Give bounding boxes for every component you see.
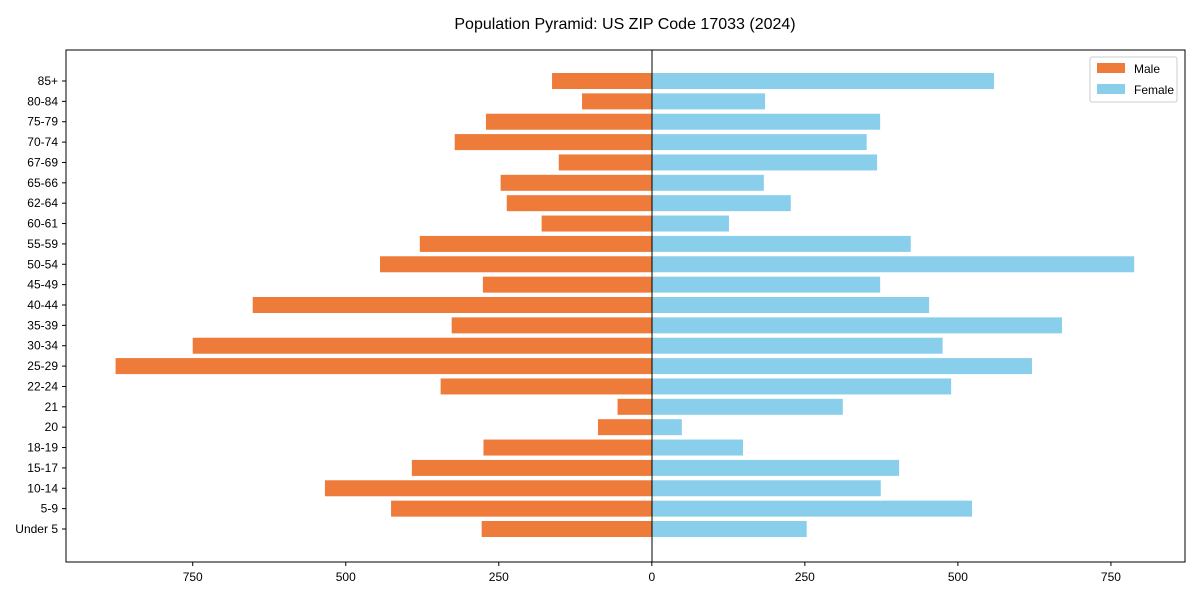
bar-female-55-59 xyxy=(651,235,911,252)
y-tick-label: 25-29 xyxy=(27,359,58,373)
y-tick-label: 40-44 xyxy=(27,298,58,312)
y-tick-label: 22-24 xyxy=(27,379,58,393)
bar-female-30-34 xyxy=(651,337,943,354)
bar-male-75-79 xyxy=(485,113,652,130)
bar-male-60-61 xyxy=(541,215,652,232)
y-tick-label: 20 xyxy=(45,420,59,434)
x-tick-label: 750 xyxy=(1101,570,1121,584)
y-tick-label: 80-84 xyxy=(27,94,58,108)
bar-female-10-14 xyxy=(651,480,881,497)
y-tick-label: 18-19 xyxy=(27,441,58,455)
y-tick-label: 55-59 xyxy=(27,237,58,251)
bar-female-45-49 xyxy=(651,276,881,293)
bar-female-20 xyxy=(651,419,682,436)
y-tick-label: Under 5 xyxy=(15,522,58,536)
x-tick-label: 250 xyxy=(795,570,815,584)
bar-male-85+ xyxy=(552,73,652,89)
bar-male-50-54 xyxy=(380,256,652,273)
y-tick-label: 85+ xyxy=(38,74,58,88)
bar-male-55-59 xyxy=(419,235,652,252)
bar-female-5-9 xyxy=(651,500,972,517)
legend: Male Female xyxy=(1089,56,1178,103)
bar-male-80-84 xyxy=(582,93,652,110)
y-tick-label: 35-39 xyxy=(27,318,58,332)
bar-male-Under 5 xyxy=(481,521,652,537)
y-tick-label: 60-61 xyxy=(27,217,58,231)
x-tick-label: 500 xyxy=(948,570,968,584)
y-tick-label: 10-14 xyxy=(27,481,58,495)
legend-label-male: Male xyxy=(1134,62,1160,76)
bar-female-Under 5 xyxy=(651,521,807,537)
bar-male-22-24 xyxy=(440,378,652,395)
x-tick-label: 250 xyxy=(489,570,509,584)
bar-female-40-44 xyxy=(651,297,930,313)
bar-female-18-19 xyxy=(651,439,744,456)
bar-male-25-29 xyxy=(115,358,652,375)
y-tick-label: 67-69 xyxy=(27,155,58,169)
legend-swatch-female xyxy=(1097,84,1125,94)
bar-female-67-69 xyxy=(651,154,878,171)
y-tick-label: 65-66 xyxy=(27,176,58,190)
plot-frame xyxy=(65,49,1186,563)
bar-male-62-64 xyxy=(506,195,652,212)
bar-female-75-79 xyxy=(651,113,881,130)
legend-label-female: Female xyxy=(1134,83,1174,97)
bar-female-80-84 xyxy=(651,93,766,110)
bar-male-35-39 xyxy=(451,317,652,334)
bar-male-18-19 xyxy=(483,439,652,456)
bar-female-62-64 xyxy=(651,195,791,212)
chart-title: Population Pyramid: US ZIP Code 17033 (2… xyxy=(454,16,795,33)
bar-female-22-24 xyxy=(651,378,952,395)
y-tick-label: 50-54 xyxy=(27,257,58,271)
bar-female-21 xyxy=(651,398,843,415)
bar-male-65-66 xyxy=(500,174,652,191)
bar-male-21 xyxy=(617,398,652,415)
bar-male-70-74 xyxy=(454,134,652,151)
bar-female-15-17 xyxy=(651,459,900,476)
bar-female-25-29 xyxy=(651,358,1032,375)
bar-male-67-69 xyxy=(558,154,652,171)
y-tick-label: 70-74 xyxy=(27,135,58,149)
bar-female-65-66 xyxy=(651,174,764,191)
bar-female-35-39 xyxy=(651,317,1062,334)
y-tick-label: 21 xyxy=(45,400,59,414)
bar-female-50-54 xyxy=(651,256,1135,273)
y-tick-label: 30-34 xyxy=(27,339,58,353)
y-tick-label: 5-9 xyxy=(41,502,59,516)
y-tick-label: 75-79 xyxy=(27,115,58,129)
bar-male-45-49 xyxy=(482,276,652,293)
x-tick-label: 750 xyxy=(183,570,203,584)
bar-male-40-44 xyxy=(252,297,652,313)
x-tick-label: 0 xyxy=(648,570,655,584)
bar-female-60-61 xyxy=(651,215,729,232)
bar-female-70-74 xyxy=(651,134,867,151)
bar-female-85+ xyxy=(651,73,995,89)
bar-male-30-34 xyxy=(192,337,652,354)
y-tick-label: 15-17 xyxy=(27,461,58,475)
bar-male-10-14 xyxy=(324,480,652,497)
y-tick-label: 62-64 xyxy=(27,196,58,210)
bar-male-15-17 xyxy=(411,459,652,476)
x-tick-label: 500 xyxy=(336,570,356,584)
legend-swatch-male xyxy=(1097,63,1125,73)
bar-male-20 xyxy=(597,419,652,436)
bar-male-5-9 xyxy=(391,500,652,517)
y-tick-label: 45-49 xyxy=(27,278,58,292)
